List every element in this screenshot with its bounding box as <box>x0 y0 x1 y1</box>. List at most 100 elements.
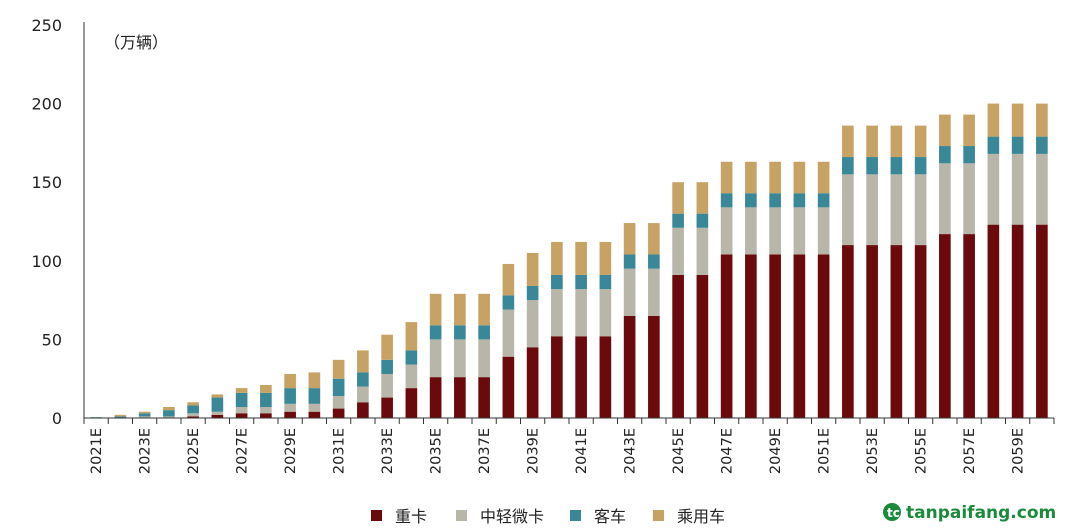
x-tick-label: 2039E <box>526 428 542 474</box>
x-tick-label: 2023E <box>138 428 154 474</box>
bar-segment <box>478 293 490 326</box>
bar-segment <box>332 395 345 409</box>
x-tick-label: 2059E <box>1011 428 1027 474</box>
bar-segment <box>260 384 272 393</box>
bar-segment <box>284 403 296 412</box>
bar-segment <box>793 193 806 208</box>
bar-segment <box>745 254 757 418</box>
x-tick-label: 2037E <box>477 428 493 474</box>
bar-segment <box>381 359 393 374</box>
bar-segment <box>696 213 709 228</box>
watermark-logo-letter: tc <box>887 506 900 520</box>
bar-segment <box>357 386 369 403</box>
bar-segment <box>963 114 975 147</box>
y-axis: 0 50 100 150 200 250 <box>31 16 85 428</box>
bar-segment <box>939 234 951 418</box>
bar-segment <box>551 336 563 418</box>
watermark-logo-icon <box>883 503 901 521</box>
bar-segment <box>817 254 830 418</box>
bar-segment <box>672 227 684 275</box>
bar-segment <box>478 377 490 418</box>
bar-segment <box>987 103 1000 137</box>
bar-segment <box>1011 103 1024 137</box>
bar-segment <box>187 413 199 417</box>
bar-segment <box>454 377 466 418</box>
bar-segment <box>163 410 175 417</box>
bar-segment <box>842 245 854 418</box>
bar-segment <box>842 125 854 158</box>
bar-segment <box>187 405 199 414</box>
bar-segment <box>357 372 369 387</box>
bar-segment <box>211 394 224 398</box>
x-tick-label: 2029E <box>283 428 299 474</box>
x-tick-label: 2047E <box>720 428 736 474</box>
bar-segment <box>648 254 660 269</box>
bar-segment <box>526 252 539 286</box>
bar-segment <box>284 373 296 389</box>
bar-segment <box>672 274 684 418</box>
bar-segment <box>1011 153 1024 225</box>
bar-segment <box>454 325 466 340</box>
bar-segment <box>623 223 636 255</box>
bar-segment <box>963 146 975 164</box>
y-tick-label: 50 <box>42 330 62 349</box>
bar-segment <box>163 407 175 411</box>
bar-segment <box>211 397 224 412</box>
bar-segment <box>478 339 490 378</box>
bar-segment <box>429 339 442 378</box>
x-tick-label: 2057E <box>962 428 978 474</box>
x-tick-label: 2043E <box>623 428 639 474</box>
watermark-text: tanpaifang.com <box>906 503 1056 523</box>
bar-segment <box>332 378 345 396</box>
bar-segment <box>648 223 660 255</box>
bar-segment <box>526 347 539 418</box>
y-tick-label: 200 <box>31 95 62 114</box>
bar-segment <box>672 182 684 214</box>
x-tick-label: 2025E <box>186 428 202 474</box>
bar-segment <box>963 163 975 235</box>
bar-segment <box>526 285 539 301</box>
bar-segment <box>284 411 296 418</box>
bar-segment <box>890 245 903 418</box>
bar-segment <box>405 322 418 351</box>
bar-segment <box>866 157 878 175</box>
bar-segment <box>914 125 927 158</box>
bar-segment <box>551 241 563 275</box>
bar-segment <box>138 416 151 418</box>
x-tick-label: 2053E <box>865 428 881 474</box>
bar-segment <box>575 241 587 275</box>
legend: 重卡 中轻微卡 客车 乘用车 <box>371 507 725 526</box>
bar-segment <box>308 411 321 418</box>
y-tick-label: 100 <box>31 252 62 271</box>
bar-segment <box>187 402 199 406</box>
bar-segment <box>526 300 539 348</box>
bar-segment <box>235 413 248 418</box>
x-tick-label: 2021E <box>89 428 105 474</box>
bar-segment <box>381 373 393 398</box>
bar-segment <box>502 356 515 418</box>
bar-segment <box>866 125 878 158</box>
bar-segment <box>769 207 781 255</box>
bar-segment <box>696 274 709 418</box>
bar-segment <box>720 161 733 194</box>
bar-segment <box>284 388 296 404</box>
bar-segment <box>235 407 248 414</box>
bar-segment <box>623 268 636 316</box>
bar-segment <box>308 388 321 404</box>
bar-segment <box>211 411 224 415</box>
bar-segment <box>890 157 903 175</box>
bar-segment <box>502 295 515 310</box>
bar-segment <box>138 411 151 414</box>
bar-segment <box>332 359 345 379</box>
x-tick-label: 2041E <box>574 428 590 474</box>
bar-segment <box>987 153 1000 225</box>
bar-segment <box>235 388 248 393</box>
bar-segment <box>599 274 612 290</box>
bar-segment <box>648 315 660 418</box>
bar-segment <box>963 234 975 418</box>
bar-segment <box>502 263 515 296</box>
bar-segment <box>575 336 587 418</box>
bar-segment <box>405 350 418 365</box>
bars-group <box>90 103 1048 418</box>
